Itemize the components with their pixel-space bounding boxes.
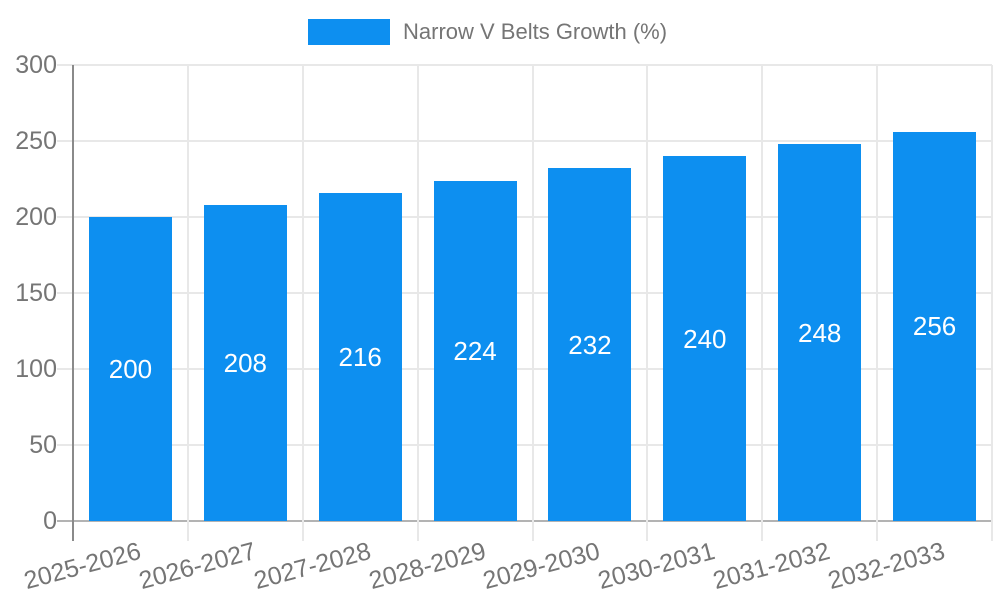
y-tick-label: 0 bbox=[43, 507, 57, 535]
legend-swatch bbox=[308, 19, 390, 45]
gridline-vertical bbox=[761, 65, 764, 541]
gridline-vertical bbox=[646, 65, 649, 541]
bar-2032-2033: 256 bbox=[893, 131, 977, 521]
bar-value-label: 224 bbox=[453, 335, 497, 366]
y-tick-label: 150 bbox=[15, 279, 57, 307]
gridline-horizontal bbox=[57, 444, 992, 446]
gridline-horizontal bbox=[57, 140, 992, 142]
x-tick-label: 2027-2028 bbox=[250, 537, 374, 595]
legend-label: Narrow V Belts Growth (%) bbox=[403, 19, 668, 44]
bar-value-label: 200 bbox=[108, 354, 153, 384]
bar-value-label: 232 bbox=[568, 329, 612, 360]
bar-2031-2032: 248 bbox=[778, 144, 862, 521]
gridline-horizontal bbox=[57, 292, 992, 294]
bar-value-label: 256 bbox=[912, 311, 957, 342]
x-tick-label: 2029-2030 bbox=[480, 537, 604, 595]
bar-value-label: 248 bbox=[797, 317, 842, 348]
x-tick-label: 2025-2026 bbox=[20, 537, 144, 595]
bar-2030-2031: 240 bbox=[663, 156, 747, 521]
bar-2025-2026: 200 bbox=[88, 217, 172, 521]
x-tick-label: 2031-2032 bbox=[710, 537, 833, 595]
y-tick-label: 100 bbox=[15, 355, 57, 383]
y-axis-line bbox=[72, 65, 74, 541]
x-tick-label: 2030-2031 bbox=[595, 537, 719, 595]
gridline-vertical bbox=[876, 65, 879, 541]
gridline-vertical bbox=[301, 65, 304, 541]
gridline-horizontal bbox=[57, 368, 992, 370]
bar-2029-2030: 232 bbox=[548, 168, 632, 521]
bar-2026-2027: 208 bbox=[203, 204, 287, 521]
y-tick-label: 50 bbox=[29, 431, 57, 459]
y-tick-label: 200 bbox=[15, 203, 57, 231]
y-tick-label: 300 bbox=[15, 51, 57, 79]
gridline-vertical bbox=[186, 65, 189, 541]
gridline-vertical bbox=[416, 65, 419, 541]
x-tick-label: 2028-2029 bbox=[365, 537, 489, 595]
bar-value-label: 240 bbox=[683, 323, 727, 354]
gridline-horizontal bbox=[57, 216, 992, 218]
bar-value-label: 216 bbox=[338, 341, 382, 372]
y-tick-label: 250 bbox=[15, 127, 57, 155]
gridline-horizontal bbox=[57, 64, 992, 66]
bar-2027-2028: 216 bbox=[318, 192, 402, 521]
x-tick-label: 2032-2033 bbox=[825, 537, 948, 595]
bar-2028-2029: 224 bbox=[433, 180, 517, 521]
x-tick-label: 2026-2027 bbox=[135, 537, 259, 595]
x-axis-baseline bbox=[57, 520, 992, 522]
bar-value-label: 208 bbox=[223, 347, 267, 378]
gridline-vertical bbox=[531, 65, 534, 541]
gridline-vertical bbox=[991, 65, 993, 541]
